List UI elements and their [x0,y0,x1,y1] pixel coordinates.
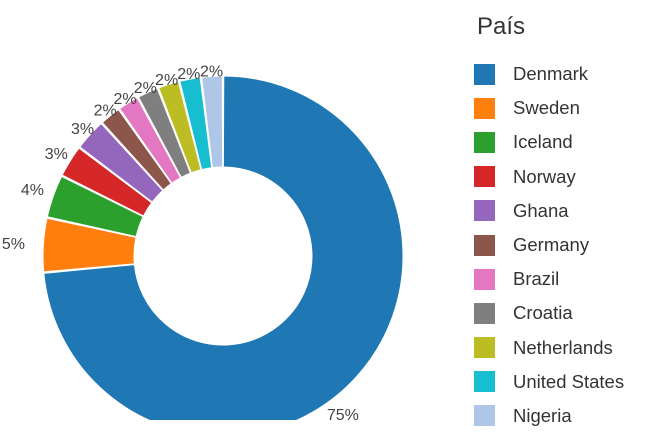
legend-label: Croatia [513,302,573,324]
legend-label: Sweden [513,97,580,119]
legend-label: Netherlands [513,336,613,358]
legend-item-denmark[interactable]: Denmark [474,57,624,91]
legend-item-united-states[interactable]: United States [474,365,624,399]
legend-item-brazil[interactable]: Brazil [474,262,624,296]
legend-item-norway[interactable]: Norway [474,160,624,194]
slice-label-iceland: 4% [21,182,44,199]
slice-netherlands[interactable] [158,81,202,174]
slice-label-norway: 3% [45,146,68,163]
slice-united-states[interactable] [179,76,213,171]
slice-germany[interactable] [101,108,172,191]
slice-label-ghana: 3% [71,121,94,138]
legend-items: Denmark Sweden Iceland Norway Ghana Germany Br… [474,57,624,433]
slice-label-denmark: 75% [327,407,359,420]
legend-swatch [474,131,495,153]
slice-ghana[interactable] [79,122,164,203]
slice-label-nigeria: 2% [200,63,223,80]
slice-sweden[interactable] [42,217,137,273]
slice-labels: 75%5%4%3%3%2%2%2%2% 2% 2% [2,63,359,420]
legend-label: Iceland [513,131,573,153]
legend-swatch [474,302,495,324]
legend-title: País [477,13,526,40]
slice-croatia[interactable] [137,87,192,179]
legend-swatch [474,371,495,393]
slice-norway[interactable] [61,147,153,217]
legend-label: Ghana [513,199,569,221]
legend-item-croatia[interactable]: Croatia [474,296,624,330]
slice-label-united-states: 2% [177,66,200,83]
slice-label-croatia: 2% [134,80,157,97]
slice-brazil[interactable] [118,97,182,184]
legend-label: Denmark [513,63,589,85]
legend-item-germany[interactable]: Germany [474,228,624,262]
legend-label: Germany [513,234,590,256]
slice-label-germany: 2% [94,103,117,120]
legend-item-nigeria[interactable]: Nigeria [474,399,624,433]
donut-chart: 75%5%4%3%3%2%2%2%2% 2% 2% [2,63,404,420]
legend-item-sweden[interactable]: Sweden [474,91,624,125]
legend-swatch [474,200,495,222]
legend: País Denmark Sweden Iceland Norway Ghana Germ… [474,8,624,433]
legend-swatch [474,166,495,188]
legend-item-netherlands[interactable]: Netherlands [474,331,624,365]
slice-denmark[interactable] [43,75,404,420]
slice-label-netherlands: 2% [155,72,178,89]
slice-nigeria[interactable] [201,75,224,169]
legend-label: Nigeria [513,404,572,426]
legend-swatch [474,337,495,359]
donut-slices [42,75,404,420]
legend-swatch [474,234,495,256]
legend-item-iceland[interactable]: Iceland [474,125,624,159]
slice-iceland[interactable] [46,175,144,238]
slice-label-brazil: 2% [114,91,137,108]
legend-swatch [474,97,495,119]
legend-swatch [474,268,495,290]
legend-label: Norway [513,165,576,187]
legend-label: United States [513,370,625,392]
legend-item-ghana[interactable]: Ghana [474,194,624,228]
legend-swatch [474,63,495,85]
legend-swatch [474,405,495,427]
slice-label-sweden: 5% [2,236,25,253]
legend-label: Brazil [513,268,560,290]
